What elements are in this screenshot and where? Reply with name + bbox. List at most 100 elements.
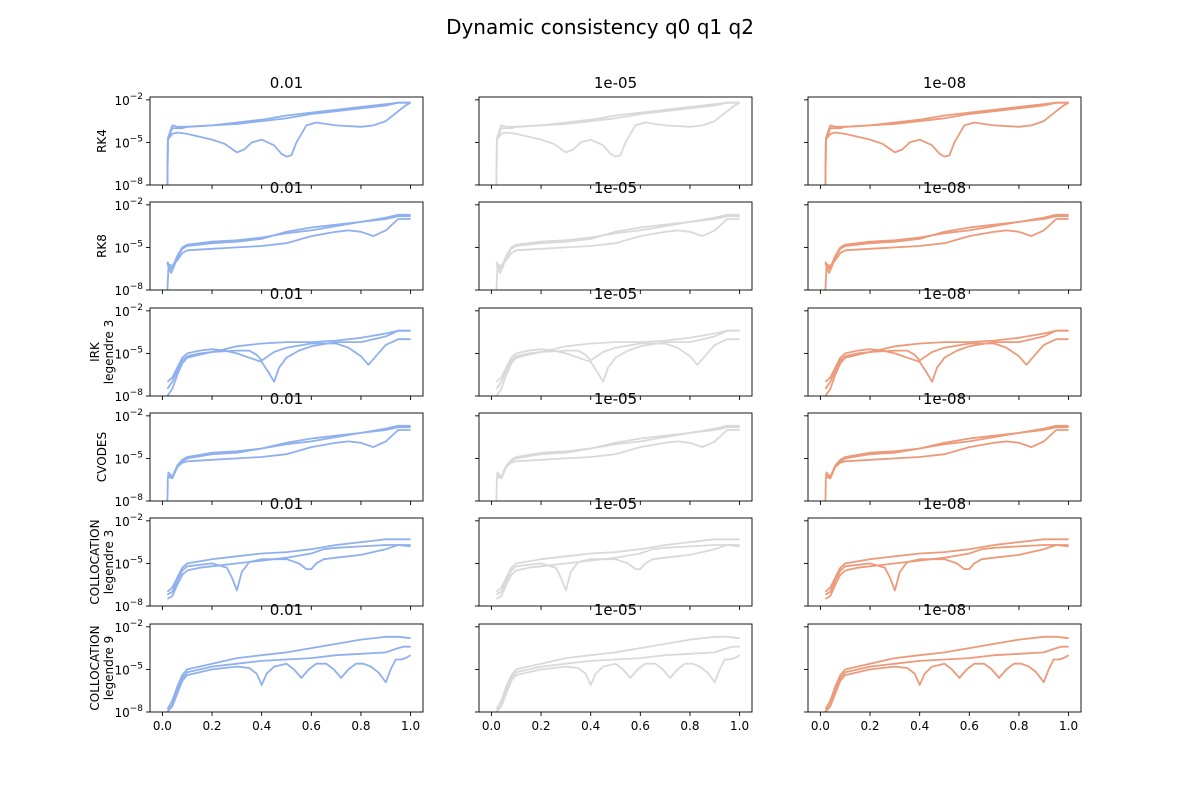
- y-tick-label: 10−2: [114, 92, 143, 108]
- subplot-title: 0.01: [270, 285, 303, 303]
- y-tick-label: 10−8: [114, 388, 143, 404]
- series-line: [496, 426, 740, 478]
- series-line: [495, 101, 740, 186]
- row-label: COLLOCATION legendre 9: [88, 625, 116, 710]
- axes-frame: [149, 517, 424, 607]
- x-tick-label: 0.4: [581, 719, 600, 733]
- axes-frame: [478, 412, 753, 502]
- y-tick-label: 10−5: [114, 345, 143, 361]
- y-tick-label: 10−5: [114, 239, 143, 255]
- subplot: 1e-08: [804, 390, 1082, 505]
- subplot-title: 1e-05: [594, 179, 637, 197]
- x-tick-label: 0.6: [960, 719, 979, 733]
- series-line: [495, 645, 740, 713]
- y-tick-label: 10−8: [114, 704, 143, 720]
- x-tick-label: 1.0: [1059, 719, 1078, 733]
- series-line: [824, 218, 1069, 291]
- subplot: 0.01 10−8 10−5 10−2 0.0 0.2 0.4 0.6 0.8 1.0: [114, 601, 424, 733]
- series-line: [495, 338, 740, 390]
- series-line: [166, 101, 411, 186]
- subplot: 1e-05: [475, 495, 753, 610]
- subplot: 1e-05: [475, 74, 753, 189]
- series-line: [824, 101, 1069, 186]
- subplot-title: 1e-08: [923, 179, 966, 197]
- series-line: [166, 329, 411, 397]
- y-tick-label: 10−8: [114, 282, 143, 298]
- row-label: COLLOCATION legendre 3: [88, 519, 116, 604]
- series-line: [495, 424, 740, 480]
- series-line: [166, 538, 411, 593]
- subplot: 0.01 10−8 10−5 10−2: [114, 390, 424, 509]
- subplot-title: 0.01: [270, 390, 303, 408]
- series-line: [495, 329, 740, 383]
- subplot: 0.01 10−8 10−5 10−2: [114, 74, 424, 193]
- series-line: [824, 635, 1069, 710]
- x-tick-label: 1.0: [730, 719, 749, 733]
- subplot-title: 0.01: [270, 74, 303, 92]
- series-line: [166, 218, 411, 291]
- x-tick-label: 0.2: [202, 719, 221, 733]
- row-label-line: CVODES: [95, 432, 109, 482]
- subplot-title: 1e-08: [923, 601, 966, 619]
- subplot: 1e-08: [804, 179, 1082, 294]
- series-line: [495, 544, 740, 600]
- x-tick-label: 0.0: [811, 719, 830, 733]
- x-tick-label: 0.2: [860, 719, 879, 733]
- series-line: [166, 338, 411, 390]
- series-line: [167, 426, 411, 478]
- subplot-title: 1e-08: [923, 390, 966, 408]
- subplot: 1e-08 0.0 0.2 0.4 0.6 0.8 1.0: [804, 601, 1082, 733]
- series-line: [495, 213, 740, 274]
- axes-frame: [478, 96, 753, 186]
- axes-frame: [149, 201, 424, 291]
- series-line: [824, 101, 1070, 186]
- series-line: [824, 213, 1069, 274]
- axes-frame: [807, 307, 1082, 397]
- series-line: [824, 338, 1069, 390]
- series-line: [824, 424, 1069, 480]
- subplot: 1e-05: [475, 390, 753, 505]
- row-label-line: legendre 3: [102, 530, 116, 594]
- axes-frame: [807, 517, 1082, 607]
- row-label-line: IRK: [88, 341, 102, 362]
- series-line: [495, 654, 741, 713]
- row-label: RK4: [95, 129, 109, 153]
- x-tick-label: 0.2: [531, 719, 550, 733]
- series-line: [166, 544, 411, 600]
- series-line: [166, 635, 411, 710]
- subplot-title: 1e-05: [594, 74, 637, 92]
- axes-frame: [149, 307, 424, 397]
- axes-frame: [149, 412, 424, 502]
- axes-frame: [807, 201, 1082, 291]
- figure-title: Dynamic consistency q0 q1 q2: [446, 15, 754, 39]
- series-line: [824, 429, 1069, 502]
- series-line: [495, 544, 740, 596]
- row-label-line: legendre 3: [102, 320, 116, 384]
- series-line: [495, 429, 740, 502]
- axes-frame: [149, 96, 424, 186]
- y-tick-label: 10−2: [114, 303, 143, 319]
- x-tick-label: 0.8: [1009, 719, 1028, 733]
- series-line: [166, 101, 411, 186]
- series-line: [825, 426, 1069, 478]
- subplot-title: 1e-05: [594, 495, 637, 513]
- y-tick-label: 10−5: [114, 555, 143, 571]
- series-line: [166, 654, 412, 713]
- subplot-title: 1e-08: [923, 74, 966, 92]
- series-line: [495, 101, 740, 186]
- axes-frame: [807, 96, 1082, 186]
- y-tick-label: 10−8: [114, 598, 143, 614]
- row-label: IRK legendre 3: [88, 320, 116, 384]
- series-line: [824, 544, 1069, 600]
- x-tick-label: 0.4: [910, 719, 929, 733]
- y-tick-label: 10−2: [114, 513, 143, 529]
- subplot: 0.01 10−8 10−5 10−2: [114, 285, 424, 404]
- x-tick-label: 0.8: [351, 719, 370, 733]
- subplot-title: 1e-05: [594, 285, 637, 303]
- subplot: 1e-05: [475, 285, 753, 400]
- axes-frame: [478, 307, 753, 397]
- subplot-title: 1e-08: [923, 285, 966, 303]
- subplot: 1e-08: [804, 495, 1082, 610]
- x-tick-label: 0.6: [302, 719, 321, 733]
